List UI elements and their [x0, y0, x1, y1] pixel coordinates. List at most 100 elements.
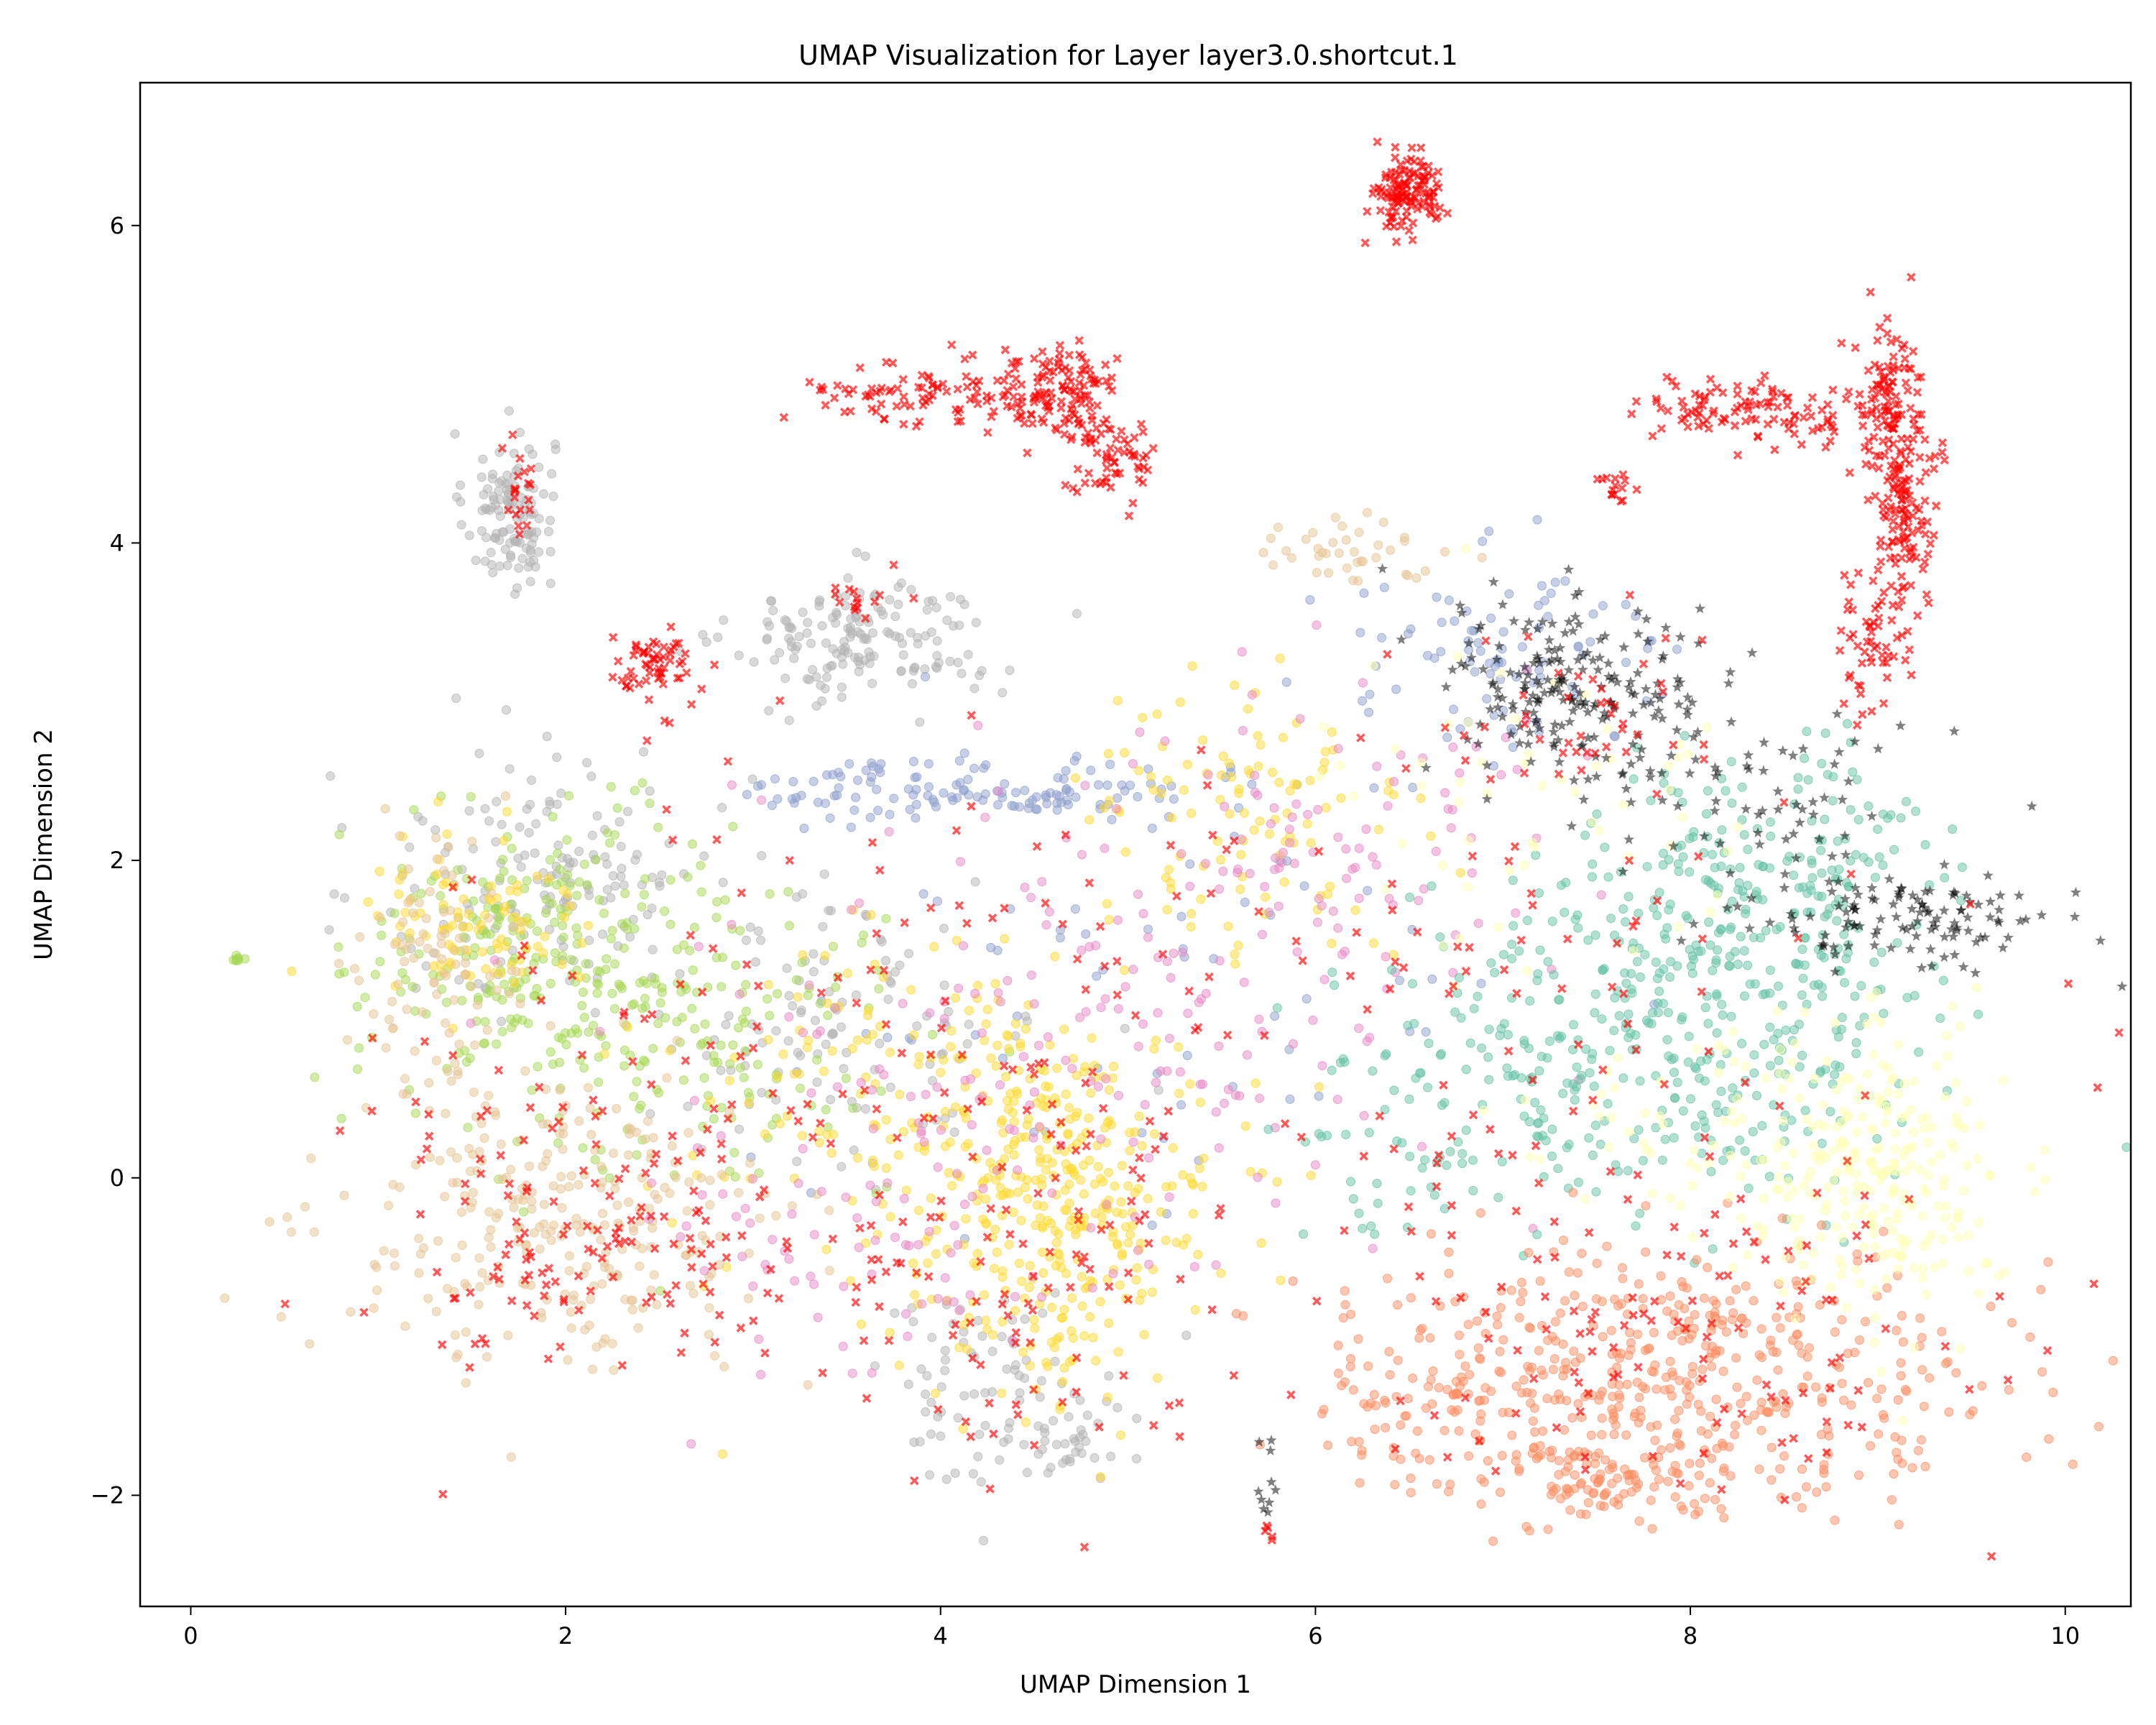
scatter-point [1889, 1469, 1899, 1479]
scatter-point [1052, 1063, 1062, 1073]
scatter-point [1938, 1259, 1948, 1268]
scatter-point [1902, 1386, 1912, 1397]
scatter-point [687, 1003, 697, 1013]
scatter-point [1876, 947, 1886, 957]
scatter-point [619, 943, 629, 953]
scatter-point [300, 1202, 310, 1212]
scatter-point [940, 1366, 950, 1376]
scatter-point [1239, 808, 1249, 818]
scatter-point [665, 1046, 675, 1056]
scatter-point [1634, 1392, 1644, 1402]
scatter-point [1312, 620, 1322, 630]
scatter-point [1665, 1443, 1675, 1453]
scatter-point [1858, 1202, 1869, 1212]
scatter-point [1823, 1182, 1833, 1192]
scatter-point [1544, 1446, 1554, 1456]
scatter-point [563, 870, 573, 880]
scatter-point [1917, 1264, 1927, 1274]
scatter-point [449, 995, 459, 1005]
scatter-point [1572, 1268, 1583, 1278]
scatter-point [1387, 965, 1397, 975]
scatter-point [939, 1013, 949, 1024]
scatter-point [586, 1294, 596, 1305]
scatter-point [1024, 1282, 1034, 1292]
scatter-point [1419, 884, 1429, 894]
scatter-point [890, 1233, 900, 1242]
scatter-point [912, 772, 922, 782]
scatter-point [648, 1044, 658, 1054]
scatter-point [1670, 1492, 1680, 1502]
scatter-point [1068, 1054, 1078, 1064]
scatter-point [817, 621, 827, 631]
scatter-point [433, 797, 443, 806]
scatter-point [1589, 1488, 1599, 1498]
scatter-point [997, 1388, 1007, 1398]
scatter-point [1647, 1524, 1657, 1534]
scatter-point [917, 1299, 927, 1309]
scatter-point [1291, 799, 1302, 809]
scatter-point [406, 894, 415, 904]
scatter-point [852, 1213, 862, 1223]
scatter-point [1381, 1422, 1391, 1432]
scatter-point [591, 855, 601, 865]
scatter-point [1787, 1116, 1797, 1126]
scatter-point [1838, 1136, 1848, 1146]
scatter-point [1583, 1498, 1593, 1508]
scatter-point [1972, 1154, 1982, 1164]
scatter-point [1858, 1182, 1869, 1192]
scatter-point [846, 614, 856, 624]
scatter-point [1072, 609, 1082, 619]
scatter-point [1524, 1322, 1534, 1333]
scatter-point [1327, 939, 1337, 949]
scatter-point [665, 919, 676, 929]
scatter-point [512, 880, 522, 890]
scatter-point [802, 628, 812, 638]
scatter-point [1858, 852, 1869, 862]
scatter-point [489, 955, 499, 965]
scatter-point [1044, 907, 1054, 917]
scatter-point [1168, 1143, 1178, 1153]
scatter-point [1522, 966, 1532, 975]
scatter-point [817, 696, 826, 706]
scatter-point [484, 1090, 494, 1100]
scatter-point [895, 960, 905, 970]
scatter-point [679, 940, 688, 950]
scatter-point [529, 556, 539, 566]
scatter-point [1575, 1353, 1585, 1363]
scatter-point [689, 1095, 699, 1105]
scatter-point [435, 1156, 445, 1166]
scatter-point [1108, 1269, 1118, 1279]
scatter-point [720, 895, 730, 905]
scatter-point [1673, 788, 1683, 798]
scatter-point [1086, 1223, 1096, 1233]
scatter-point [469, 896, 479, 906]
scatter-point [1704, 917, 1714, 927]
scatter-point [1328, 906, 1338, 916]
scatter-point [1550, 1395, 1560, 1405]
scatter-point [969, 1389, 980, 1399]
scatter-point [640, 993, 650, 1003]
scatter-point [932, 636, 942, 646]
scatter-point [822, 770, 831, 780]
scatter-point [1306, 1170, 1316, 1180]
scatter-point [1511, 714, 1521, 724]
scatter-point [1761, 1073, 1771, 1083]
scatter-point [653, 1018, 663, 1029]
scatter-point [1775, 1069, 1785, 1078]
scatter-point [516, 925, 525, 935]
scatter-point [655, 881, 665, 891]
scatter-point [773, 1072, 783, 1082]
scatter-point [1692, 1044, 1702, 1054]
scatter-point [1353, 1334, 1363, 1344]
scatter-point [868, 628, 877, 638]
scatter-point [1095, 1297, 1105, 1307]
scatter-point [398, 917, 408, 927]
scatter-point [1883, 1087, 1893, 1098]
scatter-point [1907, 1463, 1917, 1473]
scatter-point [461, 958, 470, 968]
scatter-point [1635, 1208, 1645, 1218]
scatter-point [1899, 1151, 1909, 1161]
scatter-point [840, 601, 850, 611]
scatter-point [1416, 1325, 1425, 1335]
scatter-point [574, 847, 584, 856]
